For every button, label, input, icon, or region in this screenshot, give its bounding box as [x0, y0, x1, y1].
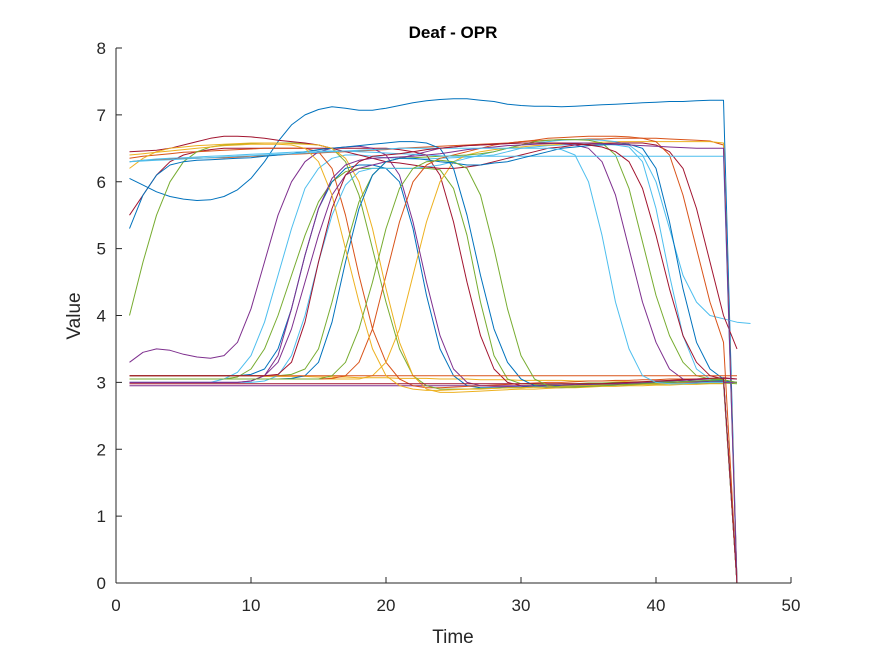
series-line-26: [129, 159, 738, 388]
series-line-2: [129, 137, 738, 584]
x-ticks: 0 10 20 30 40 50: [111, 577, 800, 615]
series-line-20: [129, 150, 738, 584]
y-tick-label: 1: [97, 507, 106, 526]
y-tick-label: 6: [97, 173, 106, 192]
chart-title: Deaf - OPR: [409, 23, 498, 42]
y-ticks: 0 1 2 3 4 5 6 7 8: [97, 39, 122, 593]
x-axis-label: Time: [432, 627, 474, 648]
y-tick-label: 8: [97, 39, 106, 58]
y-tick-label: 7: [97, 106, 106, 125]
x-tick-label: 40: [647, 596, 666, 615]
series-line-25: [129, 142, 738, 584]
series-line-28: [129, 142, 738, 584]
y-tick-label: 5: [97, 240, 106, 259]
series-line-21: [129, 377, 738, 385]
x-tick-label: 0: [111, 596, 120, 615]
series-line-14: [129, 135, 738, 350]
y-tick-label: 4: [97, 307, 106, 326]
y-axis-label: Value: [64, 292, 85, 339]
x-tick-label: 50: [782, 596, 801, 615]
x-tick-label: 30: [512, 596, 531, 615]
series-line-1: [129, 98, 738, 584]
series-layer: [129, 98, 751, 584]
x-tick-label: 20: [377, 596, 396, 615]
y-tick-label: 2: [97, 440, 106, 459]
series-line-11: [129, 145, 738, 584]
series-line-27: [129, 147, 738, 584]
y-tick-label: 3: [97, 373, 106, 392]
x-tick-label: 10: [242, 596, 261, 615]
y-tick-label: 0: [97, 574, 106, 593]
